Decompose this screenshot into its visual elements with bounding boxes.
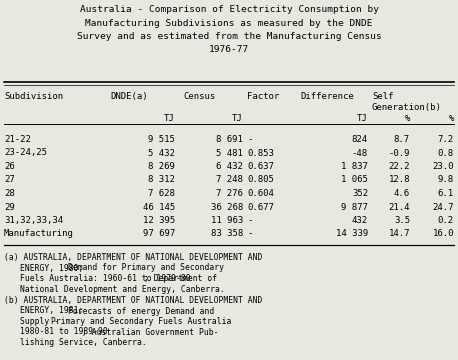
Text: Fuels Australia: 1960-61 to 1979-80: Fuels Australia: 1960-61 to 1979-80: [20, 274, 191, 283]
Text: ENERGY, 1981;: ENERGY, 1981;: [20, 306, 88, 315]
Text: lishing Service, Canberra.: lishing Service, Canberra.: [20, 338, 147, 347]
Text: 3.5: 3.5: [394, 216, 410, 225]
Text: 352: 352: [352, 189, 368, 198]
Text: Supply -: Supply -: [20, 317, 64, 326]
Text: 26: 26: [4, 162, 15, 171]
Text: 1976-77: 1976-77: [209, 45, 249, 54]
Text: 0.637: 0.637: [247, 162, 274, 171]
Text: 27: 27: [4, 175, 15, 184]
Text: 12.8: 12.8: [388, 175, 410, 184]
Text: 9 515: 9 515: [148, 135, 175, 144]
Text: -0.9: -0.9: [388, 148, 410, 158]
Text: 7 628: 7 628: [148, 189, 175, 198]
Text: TJ: TJ: [357, 114, 368, 123]
Text: 23-24,25: 23-24,25: [4, 148, 47, 158]
Text: 14.7: 14.7: [388, 230, 410, 238]
Text: 6.1: 6.1: [438, 189, 454, 198]
Text: (a) AUSTRALIA, DEPARTMENT OF NATIONAL DEVELOPMENT AND: (a) AUSTRALIA, DEPARTMENT OF NATIONAL DE…: [4, 253, 262, 262]
Text: Manufacturing Subdivisions as measured by the DNDE: Manufacturing Subdivisions as measured b…: [85, 18, 373, 27]
Text: Forecasts of energy Demand and: Forecasts of energy Demand and: [68, 306, 214, 315]
Text: Factor: Factor: [247, 92, 279, 101]
Text: 21.4: 21.4: [388, 202, 410, 211]
Text: Difference: Difference: [300, 92, 354, 101]
Text: 1 837: 1 837: [341, 162, 368, 171]
Text: DNDE(a): DNDE(a): [110, 92, 147, 101]
Text: 7 248: 7 248: [216, 175, 243, 184]
Text: -48: -48: [352, 148, 368, 158]
Text: 8 312: 8 312: [148, 175, 175, 184]
Text: -: -: [247, 230, 252, 238]
Text: Census: Census: [183, 92, 215, 101]
Text: 83 358: 83 358: [211, 230, 243, 238]
Text: 5 432: 5 432: [148, 148, 175, 158]
Text: 824: 824: [352, 135, 368, 144]
Text: -: -: [247, 135, 252, 144]
Text: 14 339: 14 339: [336, 230, 368, 238]
Text: ; Australian Government Pub-: ; Australian Government Pub-: [82, 328, 218, 337]
Text: (b) AUSTRALIA, DEPARTMENT OF NATIONAL DEVELOPMENT AND: (b) AUSTRALIA, DEPARTMENT OF NATIONAL DE…: [4, 296, 262, 305]
Text: 12 395: 12 395: [143, 216, 175, 225]
Text: 1 065: 1 065: [341, 175, 368, 184]
Text: 1980-81 to 1989-90: 1980-81 to 1989-90: [20, 328, 108, 337]
Text: TJ: TJ: [232, 114, 243, 123]
Text: 24.7: 24.7: [432, 202, 454, 211]
Text: Subdivision: Subdivision: [4, 92, 63, 101]
Text: %: %: [404, 114, 410, 123]
Text: %: %: [449, 114, 454, 123]
Text: ENERGY, 1980;: ENERGY, 1980;: [20, 264, 88, 273]
Text: 0.853: 0.853: [247, 148, 274, 158]
Text: 23.0: 23.0: [432, 162, 454, 171]
Text: 36 268: 36 268: [211, 202, 243, 211]
Text: 8 269: 8 269: [148, 162, 175, 171]
Text: Australia - Comparison of Electricity Consumption by: Australia - Comparison of Electricity Co…: [80, 5, 378, 14]
Text: 31,32,33,34: 31,32,33,34: [4, 216, 63, 225]
Text: 0.677: 0.677: [247, 202, 274, 211]
Text: 7 276: 7 276: [216, 189, 243, 198]
Text: 8.7: 8.7: [394, 135, 410, 144]
Text: 11 963: 11 963: [211, 216, 243, 225]
Text: 21-22: 21-22: [4, 135, 31, 144]
Text: 4.6: 4.6: [394, 189, 410, 198]
Text: 22.2: 22.2: [388, 162, 410, 171]
Text: 8 691: 8 691: [216, 135, 243, 144]
Text: 5 481: 5 481: [216, 148, 243, 158]
Text: 46 145: 46 145: [143, 202, 175, 211]
Text: 28: 28: [4, 189, 15, 198]
Text: Survey and as estimated from the Manufacturing Census: Survey and as estimated from the Manufac…: [76, 32, 382, 41]
Text: 9.8: 9.8: [438, 175, 454, 184]
Text: 29: 29: [4, 202, 15, 211]
Text: -: -: [247, 216, 252, 225]
Text: 16.0: 16.0: [432, 230, 454, 238]
Text: ; Department of: ; Department of: [144, 274, 218, 283]
Text: 0.8: 0.8: [438, 148, 454, 158]
Text: 0.604: 0.604: [247, 189, 274, 198]
Text: Primary and Secondary Fuels Australia: Primary and Secondary Fuels Australia: [51, 317, 231, 326]
Text: Self: Self: [372, 92, 393, 101]
Text: TJ: TJ: [164, 114, 175, 123]
Text: 6 432: 6 432: [216, 162, 243, 171]
Text: 432: 432: [352, 216, 368, 225]
Text: 7.2: 7.2: [438, 135, 454, 144]
Text: Generation(b): Generation(b): [372, 103, 442, 112]
Text: Demand for Primary and Secondary: Demand for Primary and Secondary: [68, 264, 224, 273]
Text: 97 697: 97 697: [143, 230, 175, 238]
Text: 0.805: 0.805: [247, 175, 274, 184]
Text: Manufacturing: Manufacturing: [4, 230, 74, 238]
Text: National Development and Energy, Canberra.: National Development and Energy, Canberr…: [20, 284, 225, 293]
Text: 0.2: 0.2: [438, 216, 454, 225]
Text: 9 877: 9 877: [341, 202, 368, 211]
